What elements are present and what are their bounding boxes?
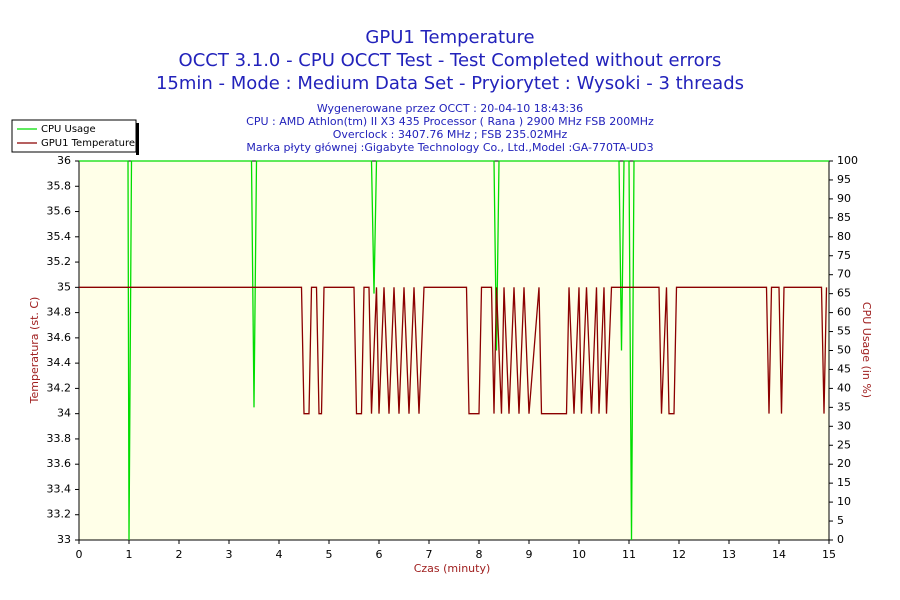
series-line [79,286,828,415]
y-tick-label: 33.4 [47,482,72,495]
y2-tick-label: 95 [837,173,851,186]
y2-tick-label: 20 [837,457,851,470]
subtitle: Overclock : 3407.76 MHz ; FSB 235.02MHz [333,128,568,141]
y2-tick-label: 85 [837,211,851,224]
chart-title: OCCT 3.1.0 - CPU OCCT Test - Test Comple… [179,50,722,71]
x-tick-label: 8 [476,548,483,561]
y-tick-label: 34.6 [47,331,72,344]
subtitle: Marka płyty głównej :Gigabyte Technology… [246,141,653,154]
chart-title: 15min - Mode : Medium Data Set - Pryiory… [156,73,744,94]
y2-tick-label: 100 [837,154,858,167]
legend-label: CPU Usage [41,124,96,135]
subtitle: CPU : AMD Athlon(tm) II X3 435 Processor… [246,115,654,128]
x-tick-label: 5 [326,548,333,561]
y2-tick-label: 0 [837,533,844,546]
y-tick-label: 33 [57,533,71,546]
x-tick-label: 3 [226,548,233,561]
x-tick-label: 9 [526,548,533,561]
x-tick-label: 12 [672,548,686,561]
x-axis-label: Czas (minuty) [414,562,491,575]
legend-shadow [136,123,139,155]
y2-tick-label: 90 [837,192,851,205]
y-tick-label: 35.8 [47,179,72,192]
y2-tick-label: 40 [837,381,851,394]
y2-tick-label: 50 [837,344,851,357]
y2-axis-label: CPU Usage (in %) [860,302,873,398]
y-tick-label: 33.6 [47,457,72,470]
y-tick-label: 33.8 [47,432,72,445]
y2-tick-label: 70 [837,268,851,281]
series-line [79,160,829,541]
x-tick-label: 15 [822,548,836,561]
y-tick-label: 35.2 [47,255,72,268]
x-tick-label: 0 [76,548,83,561]
x-tick-label: 10 [572,548,586,561]
x-tick-label: 13 [722,548,736,561]
y2-tick-label: 30 [837,419,851,432]
x-tick-label: 4 [276,548,283,561]
legend-label: GPU1 Temperature [41,138,135,149]
subtitle: Wygenerowane przez OCCT : 20-04-10 18:43… [317,102,583,115]
y2-tick-label: 75 [837,249,851,262]
y-tick-label: 35.4 [47,230,72,243]
y2-tick-label: 65 [837,287,851,300]
x-tick-label: 1 [126,548,133,561]
x-tick-label: 14 [772,548,786,561]
y2-tick-label: 45 [837,362,851,375]
plot-area [78,160,830,541]
y-tick-label: 34.4 [47,356,72,369]
x-tick-label: 6 [376,548,383,561]
x-tick-label: 11 [622,548,636,561]
y2-tick-label: 25 [837,438,851,451]
x-tick-label: 7 [426,548,433,561]
y-tick-label: 35.6 [47,205,72,218]
y-tick-label: 34.8 [47,306,72,319]
legend-box [11,119,137,153]
x-tick-label: 2 [176,548,183,561]
chart-title: GPU1 Temperature [365,27,534,48]
y2-tick-label: 35 [837,400,851,413]
y-tick-label: 36 [57,154,71,167]
y2-tick-label: 10 [837,495,851,508]
y-tick-label: 35 [57,280,71,293]
y-tick-label: 34 [57,407,71,420]
y2-tick-label: 5 [837,514,844,527]
y-axis-label: Temperatura (st. C) [28,297,41,405]
y2-tick-label: 60 [837,306,851,319]
y-tick-label: 33.2 [47,508,72,521]
y2-tick-label: 80 [837,230,851,243]
y-tick-label: 34.2 [47,381,72,394]
y2-tick-label: 15 [837,476,851,489]
legend [11,119,139,155]
y2-tick-label: 55 [837,325,851,338]
